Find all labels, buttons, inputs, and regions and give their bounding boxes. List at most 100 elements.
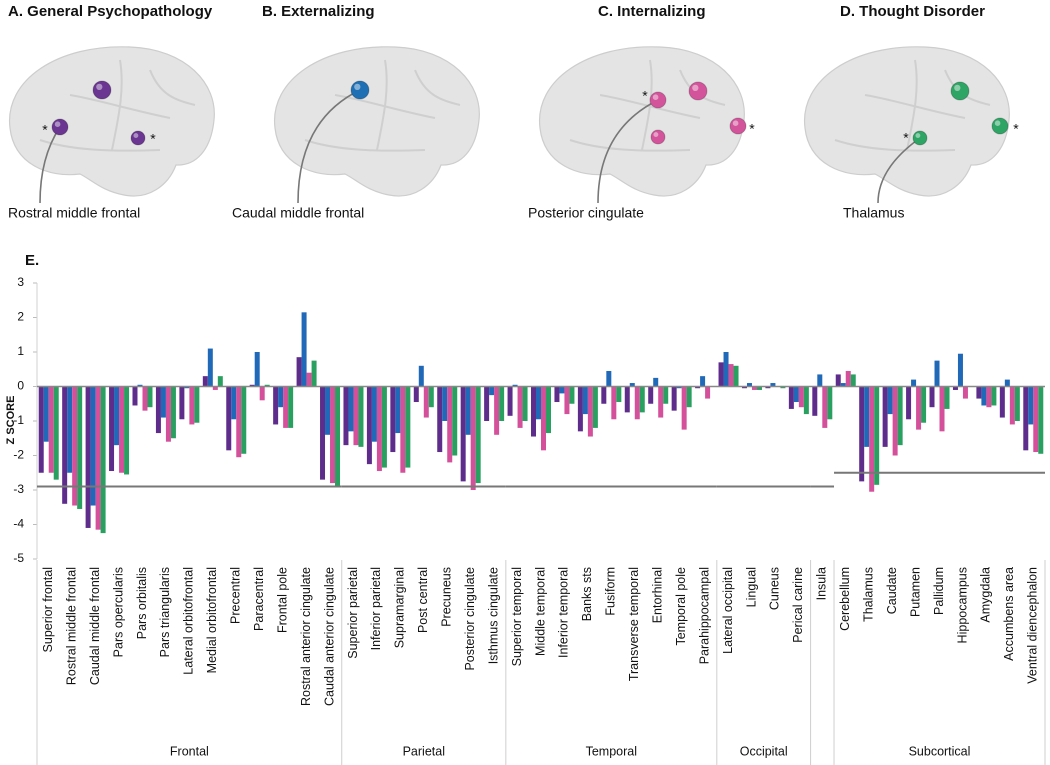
bar (892, 386, 898, 456)
bar (189, 386, 195, 425)
sulcus (864, 94, 966, 119)
sulcus (111, 59, 123, 151)
region-dot (130, 130, 146, 146)
bar (957, 353, 963, 387)
region-dot (991, 117, 1009, 135)
panel-e-label: E. (25, 252, 39, 269)
bar (147, 386, 153, 408)
bar (100, 386, 106, 534)
bar (733, 365, 739, 387)
bar (1028, 386, 1034, 425)
bar (390, 386, 396, 453)
dot-highlight (652, 94, 659, 100)
bar (400, 386, 406, 473)
bar (624, 386, 630, 413)
region-dot (912, 130, 928, 146)
sulcus (906, 59, 918, 151)
bar (864, 386, 870, 447)
bar (536, 386, 541, 420)
bar (577, 386, 583, 432)
x-tick-label: Transverse temporal (627, 567, 641, 681)
bar (85, 386, 91, 528)
bar (306, 372, 312, 387)
bar (395, 386, 401, 434)
bar (887, 386, 893, 415)
bar (353, 386, 359, 446)
bar (817, 374, 823, 387)
bar (840, 383, 846, 387)
bar (986, 386, 992, 408)
bar (212, 386, 218, 390)
bar (484, 386, 490, 421)
bar (531, 386, 536, 437)
bar (648, 386, 654, 404)
bar (616, 386, 622, 403)
x-tick-label: Pars triangularis (158, 567, 172, 657)
x-tick-label: Cerebellum (838, 567, 852, 631)
significance-star: * (642, 88, 648, 104)
x-tick-label: Middle temporal (533, 567, 547, 656)
bar (207, 348, 213, 387)
y-tick-label: -4 (13, 517, 24, 531)
bar (906, 386, 912, 420)
y-tick-label: -5 (13, 551, 24, 565)
x-tick-label: Cuneus (768, 567, 782, 610)
bar (418, 365, 424, 387)
bar (812, 386, 818, 416)
bar (231, 386, 237, 420)
x-tick-label: Putamen (908, 567, 922, 617)
y-tick-label: -3 (13, 482, 24, 496)
bar (1033, 386, 1039, 453)
bar (320, 386, 326, 480)
bar (77, 386, 83, 509)
bar (43, 386, 49, 442)
bar (343, 386, 349, 446)
bar (142, 386, 148, 411)
bar (559, 386, 565, 394)
y-tick-label: 3 (17, 275, 24, 289)
bar (981, 386, 987, 406)
bar (226, 386, 232, 451)
bar (921, 386, 927, 423)
x-tick-label: Caudal middle frontal (88, 567, 102, 685)
bar (217, 376, 223, 387)
bar (756, 386, 762, 390)
sulcus (599, 94, 701, 119)
x-tick-label: Precentral (229, 567, 243, 624)
bar (999, 386, 1005, 418)
bar (381, 386, 387, 468)
bar (793, 386, 799, 403)
bar (301, 312, 307, 387)
bar (1014, 386, 1020, 421)
bar (845, 370, 851, 387)
bar (447, 386, 453, 463)
sulcus (149, 69, 196, 106)
region-dot (729, 117, 747, 135)
bar (798, 386, 804, 408)
bar (658, 386, 664, 418)
bar (934, 360, 940, 387)
dot-highlight (994, 120, 1001, 126)
bar (546, 386, 551, 434)
dot-highlight (732, 120, 739, 126)
x-tick-label: Hippocampus (955, 567, 969, 643)
x-tick-label: Accumbens area (1002, 567, 1016, 661)
x-tick-label: Pars orbitalis (135, 567, 149, 639)
bar (929, 386, 935, 408)
bar (114, 386, 120, 446)
bar (507, 386, 513, 416)
bar (194, 386, 200, 423)
bar (911, 379, 917, 387)
sulcus (69, 94, 171, 119)
region-dot (92, 80, 112, 100)
region-label: Posterior cingulate (528, 205, 644, 221)
y-tick-label: -2 (13, 448, 24, 462)
bar (465, 386, 471, 435)
bar (827, 386, 833, 420)
bar (564, 386, 570, 415)
x-tick-label: Rostral anterior cingulate (299, 567, 313, 706)
panel-title: D. Thought Disorder (840, 3, 985, 20)
region-dot (688, 81, 708, 101)
bar (1038, 386, 1044, 454)
bar (944, 386, 950, 409)
